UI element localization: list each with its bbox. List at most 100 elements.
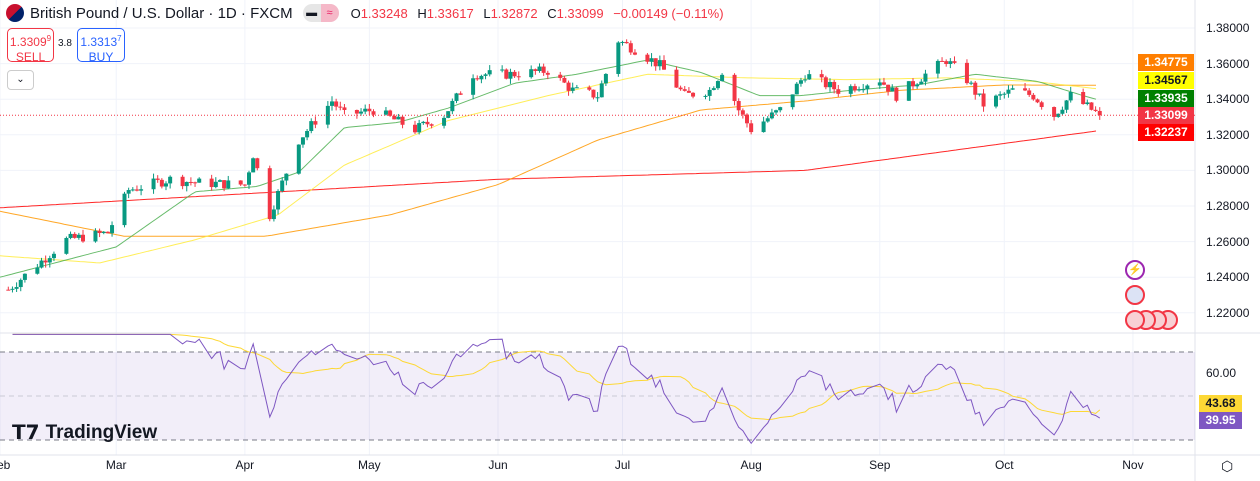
candle-up (620, 41, 625, 43)
candle-up (711, 88, 716, 90)
candle-up (101, 231, 106, 234)
candle-down (662, 60, 666, 70)
candle-up (707, 89, 712, 96)
settings-gear-icon[interactable]: ⬡ (1221, 458, 1234, 474)
time-axis-label: Sep (869, 458, 891, 472)
candle-down (43, 260, 48, 263)
candle-down (691, 92, 696, 97)
candle-down (429, 124, 434, 126)
spread-value: 3.8 (58, 38, 72, 49)
candle-down (354, 109, 359, 114)
candle-up (454, 93, 459, 101)
candle-up (865, 85, 870, 90)
candle-down (1035, 99, 1040, 103)
candle-down (458, 93, 463, 95)
candle-down (745, 114, 749, 124)
candle-down (736, 101, 741, 111)
candle-up (923, 73, 928, 82)
candle-up (217, 180, 222, 182)
candle-up (417, 123, 422, 133)
buy-button[interactable]: 1.33137 BUY (77, 28, 125, 64)
candle-down (342, 107, 347, 110)
price-axis-label: 1.26000 (1206, 234, 1250, 249)
candle-up (948, 61, 953, 64)
candle-down (653, 58, 658, 67)
market-status-pill[interactable]: ▬ ≈ (302, 4, 339, 22)
candle-down (944, 61, 949, 64)
candle-up (164, 183, 168, 187)
candle-down (371, 111, 376, 115)
uk-event-icon[interactable] (1125, 285, 1145, 305)
candle-up (595, 97, 600, 99)
candle-down (964, 62, 969, 84)
us-event-icon[interactable] (1125, 310, 1145, 330)
chevron-down-icon[interactable]: ⌄ (7, 70, 34, 90)
candle-down (516, 76, 521, 78)
candle-down (1039, 102, 1044, 108)
candle-down (545, 72, 550, 75)
candle-down (400, 116, 405, 125)
candle-down (740, 110, 745, 115)
candle-down (81, 234, 85, 242)
candle-down (981, 93, 986, 107)
price-label: 1.32237 (1138, 124, 1194, 141)
candle-up (803, 79, 808, 81)
candle-down (628, 43, 633, 53)
candle-up (226, 180, 231, 189)
candle-up (305, 130, 310, 138)
candle-down (1031, 94, 1036, 100)
time-axis-label: Oct (994, 458, 1014, 472)
candle-up (935, 60, 940, 74)
candle-down (973, 82, 978, 95)
candle-down (645, 54, 650, 62)
candle-up (778, 107, 783, 111)
candle-up (442, 117, 447, 126)
candle-up (280, 180, 285, 191)
sell-button[interactable]: 1.33099 SELL (7, 28, 54, 64)
candle-up (487, 70, 492, 75)
candle-up (450, 100, 455, 112)
symbol-title[interactable]: British Pound / U.S. Dollar · 1D · FXCM (30, 4, 293, 22)
candle-up (396, 116, 401, 120)
rsi-ma-label: 43.68 (1199, 395, 1242, 412)
candle-up (126, 190, 131, 194)
candle-up (919, 81, 924, 85)
candle-up (877, 82, 882, 86)
candle-down (749, 123, 754, 133)
candle-down (180, 176, 185, 187)
candle-down (242, 184, 247, 186)
candle-up (130, 189, 135, 191)
time-axis-label: Nov (1122, 458, 1144, 472)
candle-up (18, 279, 23, 288)
gbp-usd-flag-icon (6, 4, 24, 22)
candle-up (271, 209, 276, 220)
price-label: 1.33099 (1138, 107, 1194, 124)
lightning-event-icon[interactable]: ⚡ (1125, 260, 1145, 280)
rsi-ma-line (12, 333, 1101, 421)
candle-down (940, 60, 945, 62)
price-axis-label: 1.36000 (1206, 56, 1250, 71)
tradingview-logo[interactable]: 𝗧𝟳 TradingView (12, 421, 158, 445)
candle-up (1002, 93, 1007, 95)
candle-up (1010, 88, 1015, 90)
candle-up (649, 58, 654, 62)
candle-down (682, 89, 687, 91)
time-axis-label: Mar (105, 458, 127, 472)
candle-up (483, 74, 488, 76)
candle-down (1027, 90, 1032, 95)
candle-up (1085, 102, 1090, 105)
candle-down (591, 89, 596, 98)
candle-down (255, 158, 260, 169)
candle-up (51, 253, 56, 259)
candle-down (732, 74, 737, 102)
candle-up (915, 84, 920, 87)
candle-up (421, 121, 426, 124)
candle-down (624, 41, 629, 44)
candle-down (541, 66, 546, 73)
candle-up (994, 95, 998, 107)
candle-up (47, 258, 52, 263)
candle-up (798, 80, 803, 84)
candle-up (906, 81, 911, 101)
candle-up (765, 118, 770, 122)
